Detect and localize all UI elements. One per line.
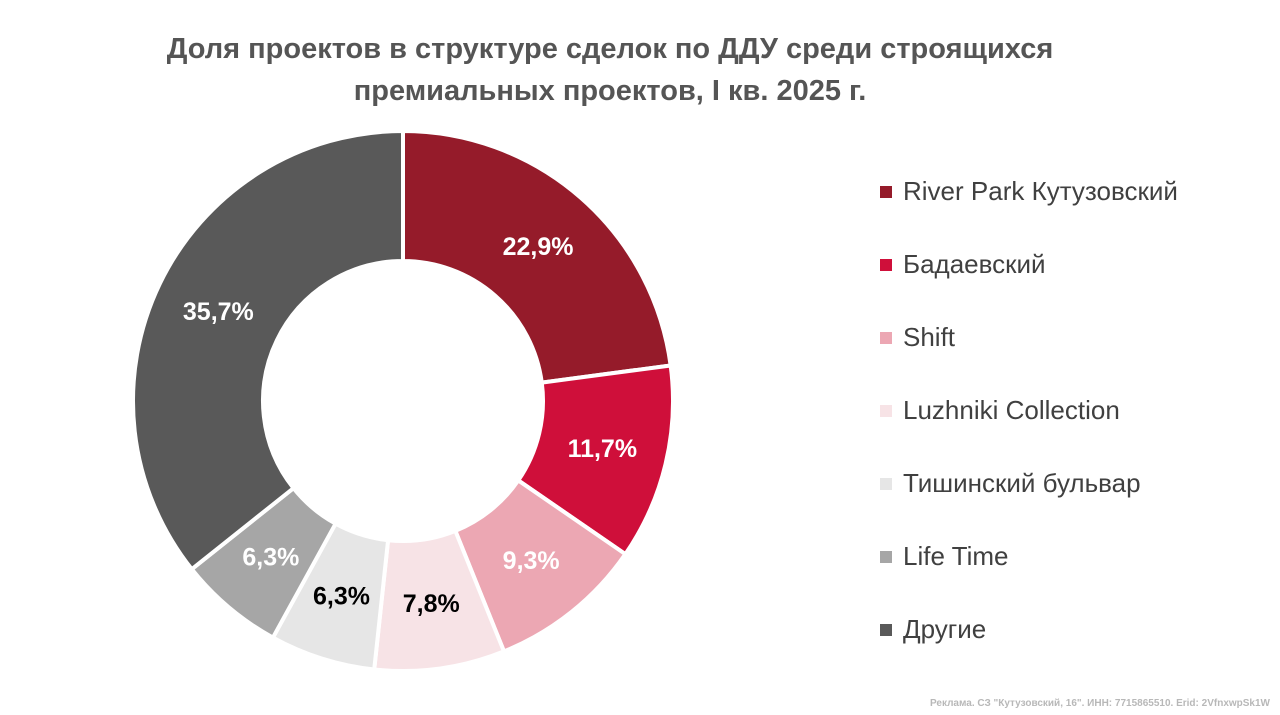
data-label-life-time: 6,3% [242, 544, 299, 572]
slice-другие [131, 129, 405, 572]
data-label-shift: 9,3% [503, 547, 560, 575]
legend-label: Life Time [903, 541, 1009, 571]
legend-label: Другие [903, 614, 987, 644]
legend-item-river-park-кутузовский: River Park Кутузовский [880, 155, 1178, 228]
data-label-river-park-кутузовский: 22,9% [503, 233, 574, 261]
legend-swatch [880, 550, 892, 563]
chart-title-line-1: Доля проектов в структуре сделок по ДДУ … [166, 33, 1054, 65]
legend-label: River Park Кутузовский [903, 176, 1178, 206]
legend-item-тишинский-бульвар: Тишинский бульвар [880, 447, 1178, 520]
legend-swatch [880, 331, 892, 344]
slice-river-park-кутузовский [401, 129, 673, 385]
chart-legend: River Park Кутузовский Бадаевский Shift Luz… [880, 155, 1178, 666]
legend-swatch [880, 623, 892, 636]
legend-label: Shift [903, 322, 956, 352]
ad-disclaimer: Реклама. СЗ "Кутузовский, 16". ИНН: 7715… [929, 698, 1270, 709]
data-label-тишинский-бульвар: 6,3% [313, 583, 370, 611]
legend-label: Бадаевский [903, 249, 1046, 279]
legend-item-life-time: Life Time [880, 520, 1178, 593]
legend-label: Luzhniki Collection [903, 395, 1120, 425]
legend-item-бадаевский: Бадаевский [880, 228, 1178, 301]
legend-swatch [880, 258, 892, 271]
legend-swatch [880, 185, 892, 198]
data-label-другие: 35,7% [183, 298, 254, 326]
legend-item-другие: Другие [880, 593, 1178, 666]
legend-label: Тишинский бульвар [903, 468, 1141, 498]
legend-item-luzhniki-collection: Luzhniki Collection [880, 374, 1178, 447]
legend-item-shift: Shift [880, 301, 1178, 374]
data-label-luzhniki-collection: 7,8% [403, 590, 460, 618]
chart-title: Доля проектов в структуре сделок по ДДУ … [0, 28, 1220, 112]
chart-title-line-2: премиальных проектов, I кв. 2025 г. [353, 75, 867, 107]
data-label-бадаевский: 11,7% [568, 435, 638, 463]
legend-swatch [880, 404, 892, 417]
legend-swatch [880, 477, 892, 490]
